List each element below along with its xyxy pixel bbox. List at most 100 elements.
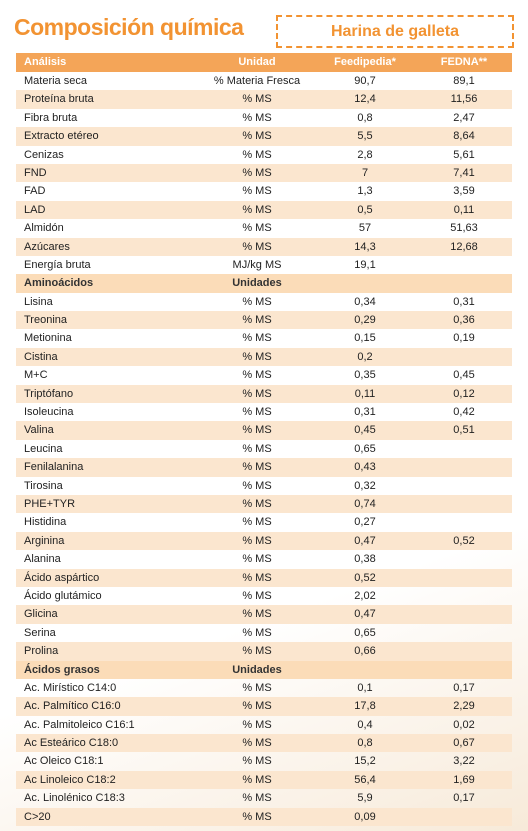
header-row: Análisis Unidad Feedipedia* FEDNA** — [16, 53, 512, 72]
table: Análisis Unidad Feedipedia* FEDNA** Materia … — [16, 53, 512, 827]
table-row: M+C % MS 0,35 0,45 — [16, 366, 512, 384]
table-cell: Azúcares — [24, 240, 70, 253]
table-row: Ac Oleico C18:1 % MS 15,2 3,22 — [16, 752, 512, 770]
table-cell: Cenizas — [24, 148, 64, 161]
table-cell: % MS — [242, 442, 272, 455]
table-row: Almidón % MS 57 51,63 — [16, 219, 512, 237]
table-cell: Proteína bruta — [24, 93, 94, 106]
table-cell: Alanina — [24, 553, 61, 566]
table-cell: 89,1 — [453, 75, 475, 87]
table-cell: % MS — [242, 461, 272, 474]
table-cell: Arginina — [24, 534, 65, 547]
table-cell: % MS — [242, 534, 272, 547]
table-row: Treonina % MS 0,29 0,36 — [16, 311, 512, 330]
table-cell: % MS — [242, 406, 272, 419]
table-cell: Cistina — [24, 350, 58, 363]
table-cell: 0,09 — [354, 810, 376, 823]
table-cell: % MS — [242, 571, 272, 584]
table-cell: 0,8 — [357, 111, 373, 124]
table-row: PHE+TYR % MS 0,74 — [16, 494, 512, 514]
table-cell: 7,41 — [453, 166, 475, 179]
table-cell: 2,47 — [453, 111, 475, 124]
table-cell: Extracto etéreo — [24, 130, 99, 143]
table-cell: Serina — [24, 626, 56, 639]
table-cell: % MS — [242, 240, 272, 253]
table-cell: 57 — [358, 222, 372, 235]
table-cell: 0,8 — [357, 737, 373, 750]
table-row: LAD % MS 0,5 0,11 — [16, 200, 512, 220]
table-cell: 0,17 — [453, 792, 475, 805]
table-row: Ac. Mirístico C14:0 % MS 0,1 0,17 — [16, 679, 512, 697]
table-cell: FAD — [24, 185, 46, 198]
table-row: Tirosina % MS 0,32 — [16, 477, 512, 495]
table-cell: % MS — [242, 479, 272, 492]
table-cell: 0,47 — [354, 608, 376, 621]
table-cell: % MS — [242, 700, 272, 713]
table-cell: 56,4 — [354, 773, 376, 786]
table-cell: Ac. Palmitoleico C16:1 — [24, 718, 135, 731]
table-cell: % MS — [242, 350, 272, 363]
table-cell: Ac Oleico C18:1 — [24, 755, 104, 768]
section-title: Ácidos grasos — [24, 663, 100, 676]
table-cell: 0,36 — [453, 314, 475, 327]
table-cell: Leucina — [24, 442, 63, 455]
table-cell: 0,65 — [354, 442, 376, 455]
table-cell: PHE+TYR — [24, 497, 76, 510]
table-cell: 19,1 — [354, 258, 376, 271]
table-cell: % MS — [242, 424, 272, 437]
table-cell: 0,15 — [354, 332, 376, 345]
table-cell: C>20 — [24, 810, 51, 823]
table-cell: 2,02 — [354, 589, 376, 602]
product-label: Harina de galleta — [276, 15, 514, 48]
table-cell: 0,32 — [354, 479, 376, 492]
table-row: Ac Linoleico C18:2 % MS 56,4 1,69 — [16, 770, 512, 790]
table-cell: % MS — [242, 332, 272, 345]
table-cell: 5,9 — [357, 792, 373, 805]
table-cell: 0,51 — [453, 424, 475, 437]
table-cell: 0,35 — [354, 369, 376, 382]
table-cell: 0,31 — [453, 295, 475, 308]
table-cell: 0,65 — [354, 626, 376, 639]
table-row: Proteína bruta % MS 12,4 11,56 — [16, 90, 512, 109]
table-cell: 0,02 — [453, 718, 475, 731]
table-row: Ácido aspártico % MS 0,52 — [16, 568, 512, 587]
table-cell: % MS — [242, 755, 272, 768]
table-cell: % MS — [242, 387, 272, 400]
table-cell: 12,68 — [450, 240, 478, 253]
table-cell: Glicina — [24, 608, 58, 621]
table-cell: % MS — [242, 737, 272, 750]
table-cell: 0,66 — [354, 645, 376, 658]
table-row: Isoleucina % MS 0,31 0,42 — [16, 403, 512, 421]
table-cell: MJ/kg MS — [232, 258, 282, 271]
table-cell: % MS — [242, 148, 272, 161]
table-cell: % MS — [242, 553, 272, 566]
table-row: Lisina % MS 0,34 0,31 — [16, 293, 512, 311]
table-row: Triptófano % MS 0,11 0,12 — [16, 384, 512, 404]
table-cell: 0,47 — [354, 534, 376, 547]
table-row: C>20 % MS 0,09 — [16, 807, 512, 827]
table-row: Leucina % MS 0,65 — [16, 440, 512, 458]
table-cell: Ácido glutámico — [24, 589, 102, 602]
table-cell: Ac. Linolénico C18:3 — [24, 792, 125, 805]
table-cell: % MS — [242, 369, 272, 382]
table-cell: 2,8 — [357, 148, 373, 161]
table-cell: 2,29 — [453, 700, 475, 713]
table-cell: Fenilalanina — [24, 461, 84, 474]
table-cell: Ac. Palmítico C16:0 — [24, 700, 121, 713]
table-cell: % MS — [242, 203, 272, 216]
table-cell: LAD — [24, 203, 46, 216]
table-row: Ácido glutámico % MS 2,02 — [16, 587, 512, 605]
table-row: Cenizas % MS 2,8 5,61 — [16, 146, 512, 164]
table-row: Valina % MS 0,45 0,51 — [16, 421, 512, 440]
table-cell: Ac. Mirístico C14:0 — [24, 681, 117, 694]
section-row: Aminoácidos Unidades — [16, 274, 512, 293]
table-cell: 12,4 — [354, 93, 376, 106]
table-row: Arginina % MS 0,47 0,52 — [16, 531, 512, 551]
table-cell: 0,5 — [357, 203, 373, 216]
table-cell: 0,45 — [453, 369, 475, 382]
table-cell: % MS — [242, 185, 272, 198]
table-cell: % MS — [242, 314, 272, 327]
column-header: Feedipedia* — [334, 56, 396, 68]
table-row: Extracto etéreo % MS 5,5 8,64 — [16, 127, 512, 146]
table-row: Azúcares % MS 14,3 12,68 — [16, 237, 512, 256]
